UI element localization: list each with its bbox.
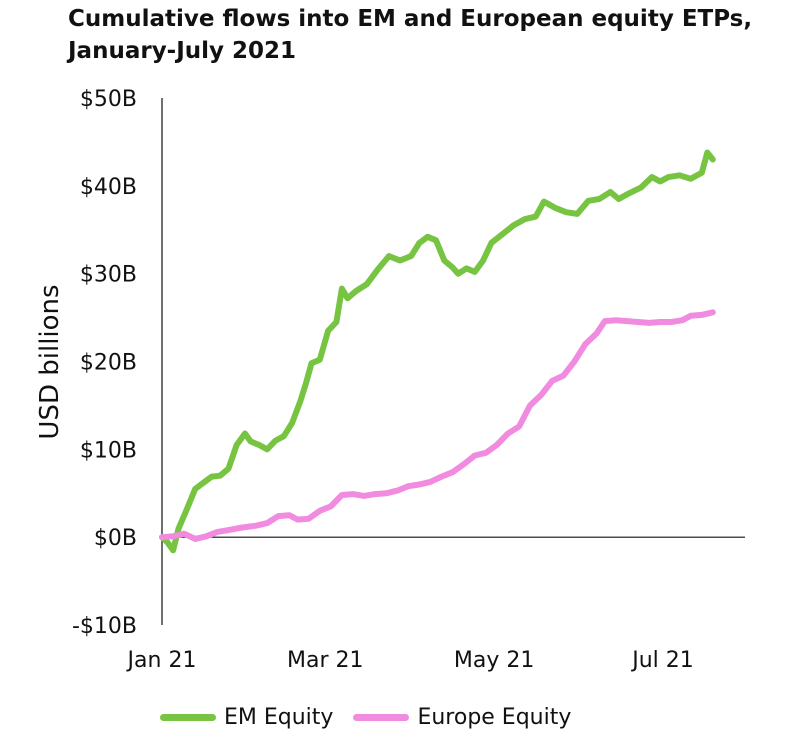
- series-line-em-equity: [159, 149, 716, 554]
- x-tick-label: Jul 21: [630, 648, 694, 673]
- y-axis-title: USD billions: [35, 284, 65, 439]
- legend-label-em-equity: EM Equity: [224, 704, 334, 730]
- series-line-europe-equity: [159, 309, 716, 542]
- x-tick-label: Mar 21: [287, 648, 364, 673]
- legend: EM Equity Europe Equity: [160, 699, 591, 735]
- y-tick-label: $10B: [80, 438, 137, 463]
- y-tick-label: $50B: [80, 87, 137, 112]
- y-axis-ticks: $50B $40B $30B $20B $10B $0B -$10B: [72, 87, 137, 639]
- legend-label-europe-equity: Europe Equity: [417, 704, 572, 730]
- chart-title: Cumulative flows into EM and European eq…: [68, 6, 753, 64]
- y-tick-label: $0B: [94, 526, 137, 551]
- x-tick-label: Jan 21: [126, 648, 197, 673]
- legend-swatch-em-equity: [160, 713, 216, 721]
- y-tick-label: $40B: [80, 175, 137, 200]
- y-tick-label: $30B: [80, 263, 137, 288]
- x-axis-ticks: Jan 21 Mar 21 May 21 Jul 21: [126, 648, 694, 673]
- y-tick-label: $20B: [80, 351, 137, 376]
- legend-swatch-europe-equity: [353, 713, 410, 721]
- x-tick-label: May 21: [454, 648, 534, 673]
- legend-item-europe-equity: Europe Equity: [353, 705, 571, 730]
- series-lines: [159, 149, 716, 554]
- legend-item-em-equity: EM Equity: [160, 705, 333, 730]
- y-tick-label: -$10B: [72, 614, 137, 639]
